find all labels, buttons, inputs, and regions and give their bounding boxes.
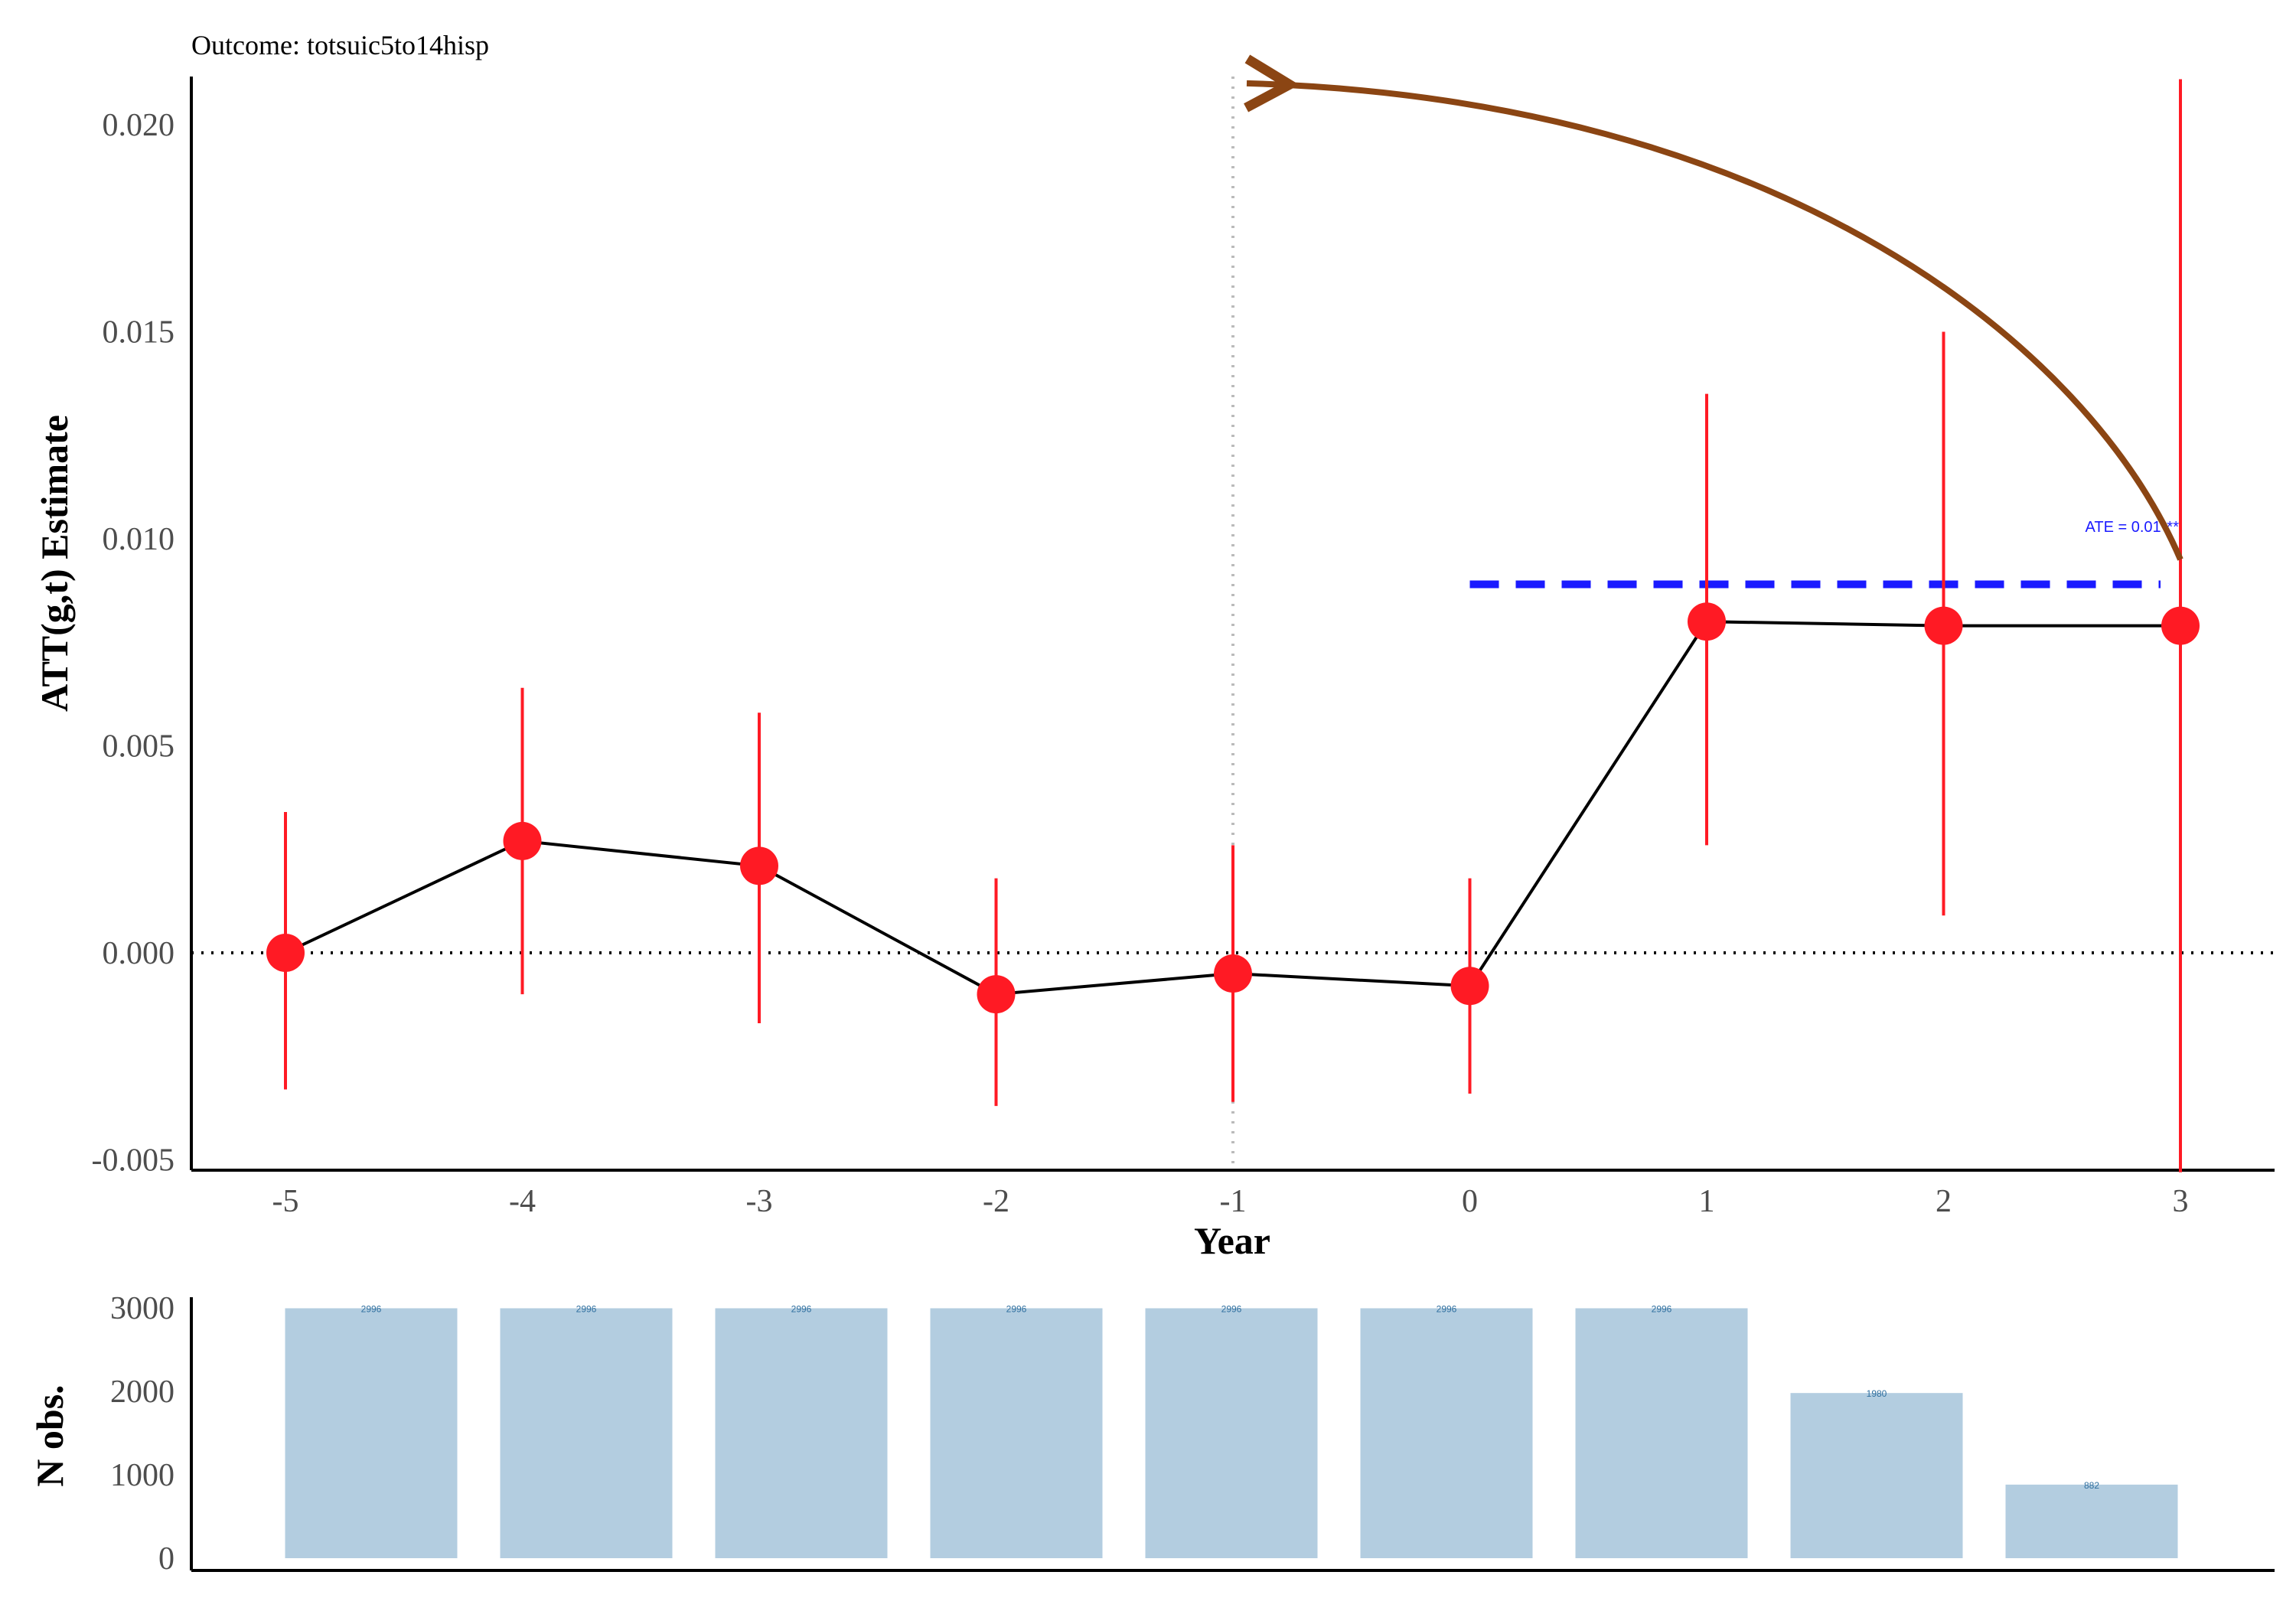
estimate-point — [1214, 954, 1252, 993]
estimate-point — [266, 934, 305, 972]
n-obs-bar — [2005, 1484, 2178, 1558]
n-obs-bar — [500, 1308, 673, 1558]
estimate-point — [2161, 606, 2200, 645]
y-tick-label: 0.015 — [103, 315, 175, 351]
n-obs-bar-label: 882 — [2084, 1480, 2099, 1491]
y-tick-label: 0.010 — [103, 522, 175, 557]
x-tick-label: -5 — [272, 1184, 299, 1219]
bar-y-tick-label: 3000 — [110, 1291, 174, 1326]
estimate-point — [977, 975, 1016, 1014]
y-tick-label: 0.020 — [103, 108, 175, 143]
n-obs-panel: 0 1000 2000 3000 2996 2996 2996 2996 2996 2996 299… — [110, 1291, 2275, 1577]
n-obs-bar — [1145, 1308, 1318, 1558]
n-obs-bar-label: 2996 — [361, 1303, 382, 1314]
n-obs-bar-label: 2996 — [1437, 1303, 1457, 1314]
n-obs-bar — [1790, 1393, 1963, 1558]
estimate-point — [740, 846, 778, 885]
n-obs-bar — [1360, 1308, 1533, 1558]
bar-y-axis-title: N obs. — [28, 1384, 71, 1486]
bar-y-tick-label: 1000 — [110, 1458, 174, 1493]
n-obs-bar-label: 2996 — [1221, 1303, 1242, 1314]
ate-label: ATE = 0.01*** — [2086, 519, 2180, 536]
x-tick-label: -3 — [746, 1184, 773, 1219]
x-tick-label: -4 — [509, 1184, 536, 1219]
x-tick-label: 2 — [1936, 1184, 1952, 1219]
n-obs-bar — [285, 1308, 458, 1558]
n-obs-bar-label: 2996 — [1652, 1303, 1672, 1314]
x-tick-label: 1 — [1699, 1184, 1715, 1219]
n-obs-bar — [930, 1308, 1103, 1558]
n-obs-bar-label: 1980 — [1867, 1388, 1887, 1399]
n-obs-bar-label: 2996 — [576, 1303, 597, 1314]
n-obs-bar — [1575, 1308, 1748, 1558]
x-tick-label: -1 — [1220, 1184, 1247, 1219]
estimate-point — [1450, 967, 1489, 1006]
annotation-arrow — [1247, 83, 2183, 561]
bar-y-tick-label: 0 — [158, 1541, 174, 1577]
estimate-point — [1924, 606, 1963, 645]
y-tick-label: 0.005 — [103, 729, 175, 765]
y-axis-title: ATT(g,t) Estimate — [33, 415, 76, 712]
x-tick-label: -2 — [983, 1184, 1009, 1219]
x-axis-title: Year — [1194, 1219, 1270, 1262]
x-tick-label: 0 — [1462, 1184, 1478, 1219]
estimate-point — [503, 821, 542, 860]
n-obs-bar-label: 2996 — [1006, 1303, 1027, 1314]
n-obs-bar-label: 2996 — [791, 1303, 812, 1314]
att-panel: -0.005 0.000 0.005 0.010 0.015 0.020 -5 -4 -3 -2 -… — [92, 77, 2275, 1219]
x-tick-label: 3 — [2173, 1184, 2189, 1219]
n-obs-bar — [715, 1308, 888, 1558]
y-tick-label: -0.005 — [92, 1143, 175, 1179]
bar-y-tick-label: 2000 — [110, 1375, 174, 1410]
chart-title: Outcome: totsuic5to14hisp — [191, 30, 489, 60]
y-tick-label: 0.000 — [103, 936, 175, 971]
estimate-point — [1688, 602, 1726, 641]
